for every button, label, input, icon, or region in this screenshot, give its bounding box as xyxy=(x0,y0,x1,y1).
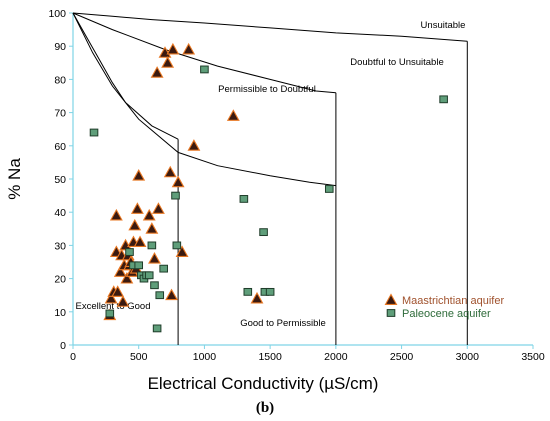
paleocene-point xyxy=(259,228,268,237)
legend: Maastrichtian aquifer Paleocene aquifer xyxy=(384,293,504,320)
maastrichtian-point xyxy=(151,202,165,214)
maastrichtian-point xyxy=(133,235,147,248)
paleocene-point xyxy=(200,65,209,74)
maastrichtian-point xyxy=(250,291,264,304)
y-tick-label: 90 xyxy=(54,41,66,53)
y-tick-label: 50 xyxy=(54,174,66,186)
maastrichtian-point xyxy=(163,165,177,178)
tick-labels: 0 500 1000 1500 2000 2500 3000 3500 0 10 20 30 40 50 6… xyxy=(48,8,544,363)
paleocene-point xyxy=(243,287,253,296)
maastrichtian-point xyxy=(150,66,164,78)
boundary-line-2 xyxy=(72,12,336,187)
y-tick-label: 40 xyxy=(54,207,66,219)
maastrichtian-point xyxy=(182,42,196,55)
y-tick-label: 30 xyxy=(54,240,66,252)
x-tick-label: 1500 xyxy=(258,351,282,363)
region-label-2: Permissible to Doubtful xyxy=(218,84,316,95)
y-tick-label: 60 xyxy=(54,141,66,153)
y-tick-label: 100 xyxy=(48,8,66,20)
maastrichtian-point xyxy=(109,208,123,221)
maastrichtian-point xyxy=(116,295,130,307)
maastrichtian-point xyxy=(128,218,142,231)
y-axis-title: % Na xyxy=(5,158,24,200)
maastrichtian-point xyxy=(165,288,179,301)
region-label-3: Excellent to Good xyxy=(76,301,151,312)
region-labels: Unsuitable Doubtful to Unsuitable Permissi… xyxy=(76,20,466,329)
x-tick-label: 2000 xyxy=(324,351,348,363)
maastrichtian-point xyxy=(171,175,185,188)
y-tick-label: 70 xyxy=(54,108,66,120)
legend-marker-paleocene xyxy=(386,309,396,317)
region-label-1: Doubtful to Unsuitable xyxy=(350,57,443,68)
maastrichtian-point xyxy=(161,56,175,68)
legend-label-paleocene: Paleocene aquifer xyxy=(402,308,491,320)
maastrichtian-point xyxy=(148,252,161,264)
y-tick-label: 10 xyxy=(54,307,66,319)
paleocene-point xyxy=(152,324,162,333)
maastrichtian-point xyxy=(166,42,180,55)
paleocene-point xyxy=(159,264,168,273)
paleocene-point xyxy=(125,248,134,256)
paleocene-point xyxy=(171,191,180,200)
panel-label: (b) xyxy=(256,400,274,416)
paleocene-point xyxy=(155,291,165,300)
paleocene-point xyxy=(324,185,334,193)
x-tick-label: 0 xyxy=(70,351,76,363)
maastrichtian-point xyxy=(130,202,144,214)
classification-boundaries xyxy=(72,12,468,345)
maastrichtian-point xyxy=(120,271,134,284)
boundary-line-3 xyxy=(72,12,179,140)
region-label-0: Unsuitable xyxy=(421,20,466,31)
maastrichtian-point xyxy=(142,208,156,221)
maastrichtian-point xyxy=(226,109,240,121)
x-tick-label: 500 xyxy=(130,351,148,363)
x-tick-label: 3000 xyxy=(456,351,480,363)
maastrichtian-point xyxy=(111,285,125,297)
axes xyxy=(69,12,534,349)
y-tick-label: 80 xyxy=(54,74,66,86)
region-label-4: Good to Permissible xyxy=(240,318,326,329)
x-axis-title: Electrical Conductivity (µS/cm) xyxy=(148,374,379,393)
paleocene-point xyxy=(105,309,115,318)
maastrichtian-point xyxy=(132,169,146,181)
paleocene-point xyxy=(144,271,154,280)
paleocene-point xyxy=(89,128,99,137)
paleocene-point xyxy=(265,287,275,296)
paleocene-point xyxy=(150,281,159,290)
x-tick-label: 1000 xyxy=(193,351,217,363)
paleocene-point xyxy=(172,241,182,250)
maastrichtian-point xyxy=(113,265,127,277)
x-tick-label: 3500 xyxy=(521,351,545,363)
x-tick-label: 2500 xyxy=(390,351,414,363)
paleocene-point xyxy=(147,241,157,250)
paleocene-point xyxy=(134,261,144,270)
paleocene-point xyxy=(439,95,448,104)
maastrichtian-point xyxy=(175,245,189,257)
legend-label-maastrichtian: Maastrichtian aquifer xyxy=(402,295,504,307)
paleocene-point xyxy=(239,195,249,203)
maastrichtian-point xyxy=(187,139,201,151)
maastrichtian-point xyxy=(104,291,118,304)
y-tick-label: 0 xyxy=(60,340,66,352)
maastrichtian-point xyxy=(145,222,159,234)
boundary-line-1 xyxy=(72,12,336,94)
y-tick-label: 20 xyxy=(54,274,66,286)
data-markers xyxy=(89,42,448,333)
legend-marker-maastrichtian xyxy=(384,293,398,305)
boundary-line-0 xyxy=(72,12,468,42)
